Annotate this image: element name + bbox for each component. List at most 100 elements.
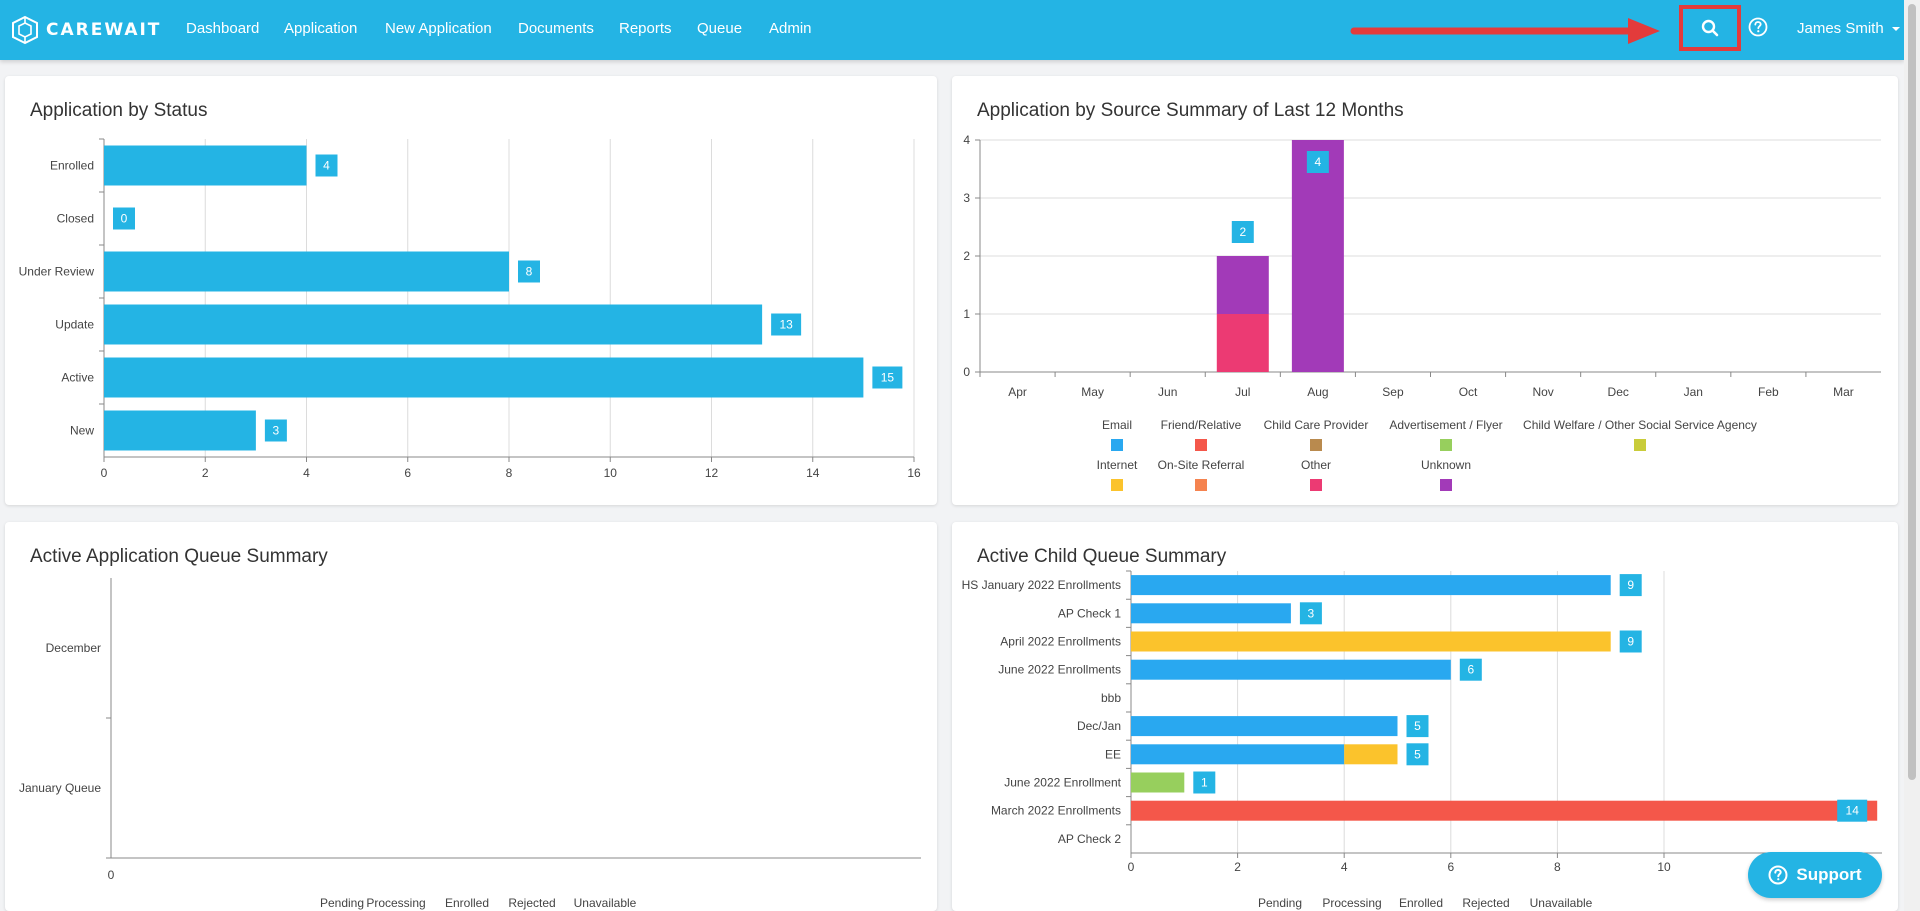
scrollbar-thumb[interactable]	[1908, 4, 1916, 780]
status-value-label: 13	[779, 318, 793, 332]
search-icon	[1701, 19, 1719, 37]
source-bar-segment	[1216, 256, 1269, 314]
child-queue-total-label: 5	[1414, 747, 1421, 761]
status-value-label-bg	[315, 154, 338, 177]
y-tick-label: 2	[963, 249, 970, 263]
help-circle-icon	[1768, 865, 1788, 885]
nav-dashboard[interactable]: Dashboard	[186, 20, 260, 37]
logo-text: CAREWAIT	[46, 20, 162, 40]
nav-new-application[interactable]: New Application	[385, 20, 492, 37]
x-category-label: Jul	[1235, 385, 1250, 399]
x-tick-label: 0	[1128, 860, 1135, 874]
child-queue-total-label: 6	[1467, 663, 1474, 677]
legend-swatch	[1195, 479, 1207, 491]
legend-label: Child Care Provider	[1264, 418, 1369, 432]
user-menu[interactable]: James Smith	[1797, 20, 1901, 37]
y-category-label: March 2022 Enrollments	[991, 804, 1121, 818]
x-tick-label: 16	[907, 466, 921, 480]
child-queue-total-label-bg	[1619, 574, 1642, 597]
status-value-label-bg	[264, 419, 287, 442]
legend-label: On-Site Referral	[1158, 458, 1245, 472]
x-tick-label: 6	[1447, 860, 1454, 874]
legend-swatch	[1195, 439, 1207, 451]
x-tick-label: 10	[1657, 860, 1671, 874]
legend-swatch	[1310, 439, 1322, 451]
nav-documents[interactable]: Documents	[518, 20, 594, 37]
x-tick-label: 2	[202, 466, 209, 480]
y-category-label: HS January 2022 Enrollments	[962, 578, 1121, 592]
child-queue-chart: 0 2 4 6 8 10 HS January 2022 Enrollments 9 AP Ch…	[962, 570, 1882, 910]
y-tick-label: 1	[963, 307, 970, 321]
app-queue-chart: December January Queue 0 Pending Processing E…	[19, 578, 921, 910]
legend-label: Internet	[1097, 458, 1138, 472]
status-value-label: 8	[526, 265, 533, 279]
x-tick-label: 0	[108, 868, 115, 882]
status-value-label: 4	[323, 159, 330, 173]
status-value-label: 15	[881, 371, 895, 385]
child-queue-total-label-bg	[1193, 771, 1216, 794]
nav-admin[interactable]: Admin	[769, 20, 812, 37]
y-category-label: June 2022 Enrollments	[998, 663, 1121, 677]
x-category-label: Feb	[1758, 385, 1779, 399]
legend-swatch	[1111, 479, 1123, 491]
legend-swatch	[1111, 439, 1123, 451]
y-category-label: Dec/Jan	[1077, 719, 1121, 733]
search-button[interactable]	[1679, 5, 1741, 51]
x-category-label: Sep	[1382, 385, 1404, 399]
nav-reports[interactable]: Reports	[619, 20, 672, 37]
carewait-logo[interactable]: CAREWAIT	[10, 14, 161, 46]
status-chart-title: Application by Status	[30, 100, 208, 121]
legend-label: Email	[1102, 418, 1132, 432]
x-tick-label: 2	[1234, 860, 1241, 874]
logo-icon	[12, 15, 38, 45]
y-category-label: New	[70, 424, 94, 438]
app-queue-chart-title: Active Application Queue Summary	[30, 546, 328, 567]
legend-label: Pending	[1258, 896, 1302, 910]
y-category-label: Update	[55, 318, 94, 332]
child-queue-bar-segment	[1131, 772, 1185, 793]
y-category-label: January Queue	[19, 781, 101, 795]
legend-label: Unknown	[1421, 458, 1471, 472]
x-category-label: May	[1081, 385, 1104, 399]
x-category-label: Dec	[1608, 385, 1629, 399]
child-queue-total-label-bg	[1406, 743, 1429, 766]
x-tick-label: 12	[705, 466, 719, 480]
y-category-label: April 2022 Enrollments	[1000, 635, 1121, 649]
legend-label: Advertisement / Flyer	[1389, 418, 1502, 432]
y-category-label: Under Review	[19, 265, 95, 279]
legend-label: Processing	[1322, 896, 1381, 910]
child-queue-total-label-bg	[1837, 799, 1868, 822]
y-category-label: EE	[1105, 747, 1121, 761]
status-bar	[104, 304, 763, 345]
y-tick-label: 0	[963, 365, 970, 379]
y-tick-label: 4	[963, 133, 970, 147]
legend-label: Child Welfare / Other Social Service Age…	[1523, 418, 1757, 432]
nav-queue[interactable]: Queue	[697, 20, 743, 37]
x-tick-label: 0	[101, 466, 108, 480]
status-bar	[104, 410, 256, 451]
child-queue-total-label: 9	[1627, 635, 1634, 649]
support-label: Support	[1796, 865, 1862, 884]
child-queue-bar-segment	[1131, 603, 1291, 624]
child-queue-total-label-bg	[1619, 630, 1642, 653]
legend-label: Other	[1301, 458, 1331, 472]
child-queue-total-label-bg	[1459, 658, 1482, 681]
legend-label: Friend/Relative	[1161, 418, 1242, 432]
child-queue-total-label: 5	[1414, 719, 1421, 733]
y-tick-label: 3	[963, 191, 970, 205]
y-category-label: June 2022 Enrollment	[1004, 776, 1121, 790]
status-bar	[104, 357, 864, 398]
legend-label: Unavailable	[1530, 896, 1593, 910]
x-tick-label: 6	[404, 466, 411, 480]
red-arrow-annotation	[1350, 18, 1660, 44]
help-circle-icon[interactable]	[1748, 17, 1768, 37]
source-bar-segment	[1291, 140, 1344, 372]
child-queue-bar-segment	[1131, 744, 1345, 765]
child-queue-bar-segment	[1131, 659, 1451, 680]
child-queue-total-label: 3	[1308, 606, 1315, 620]
y-category-label: Active	[61, 371, 94, 385]
x-tick-label: 4	[1341, 860, 1348, 874]
nav-application[interactable]: Application	[284, 20, 358, 37]
y-category-label: bbb	[1101, 691, 1121, 705]
support-button[interactable]: Support	[1748, 852, 1882, 898]
